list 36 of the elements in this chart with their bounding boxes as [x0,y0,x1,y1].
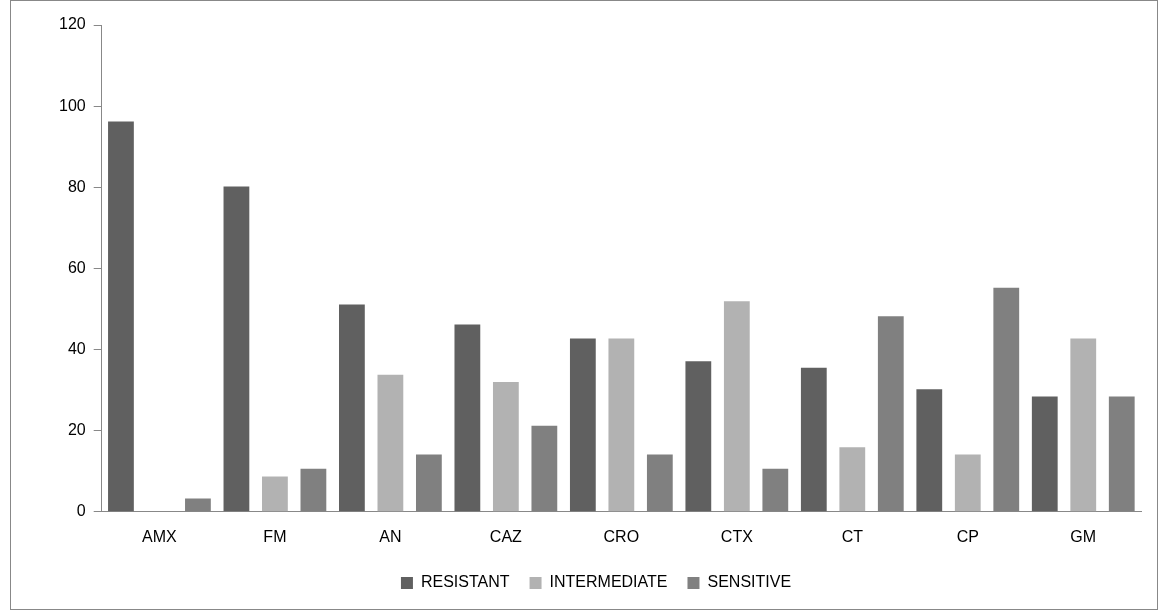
bar [1031,396,1058,512]
bar [685,361,712,512]
x-tick-label: CRO [603,527,640,545]
x-tick-label: CTX [720,527,754,545]
x-tick-label: FM [263,527,287,545]
y-tick-label: 40 [67,339,86,357]
bar [454,324,481,512]
bar [800,367,827,512]
y-tick-label: 60 [67,258,86,276]
bar [377,374,404,512]
y-tick-label: 100 [58,96,86,114]
x-tick-label: CAZ [489,527,523,545]
y-tick-label: 0 [76,502,86,520]
legend-label: SENSITIVE [707,573,792,591]
bar [262,476,288,512]
legend-label: INTERMEDIATE [549,573,668,591]
x-tick-label: AMX [142,527,178,545]
bar [839,447,866,512]
y-tick-label: 120 [58,15,86,33]
bar [723,301,750,512]
bar [339,304,365,512]
x-tick-label: GM [1070,527,1097,545]
y-tick-label: 20 [67,421,86,439]
bar [108,121,134,512]
bar [569,338,596,512]
y-tick-label: 80 [67,177,86,195]
bar [916,389,943,512]
bar [954,454,981,512]
x-tick-label: CT [841,527,864,545]
bar [492,381,519,512]
bar [223,186,250,512]
legend-label: RESISTANT [420,573,510,591]
bar [608,338,635,512]
x-tick-label: CP [956,527,979,545]
bar [1070,338,1097,512]
x-tick-label: AN [379,527,402,545]
